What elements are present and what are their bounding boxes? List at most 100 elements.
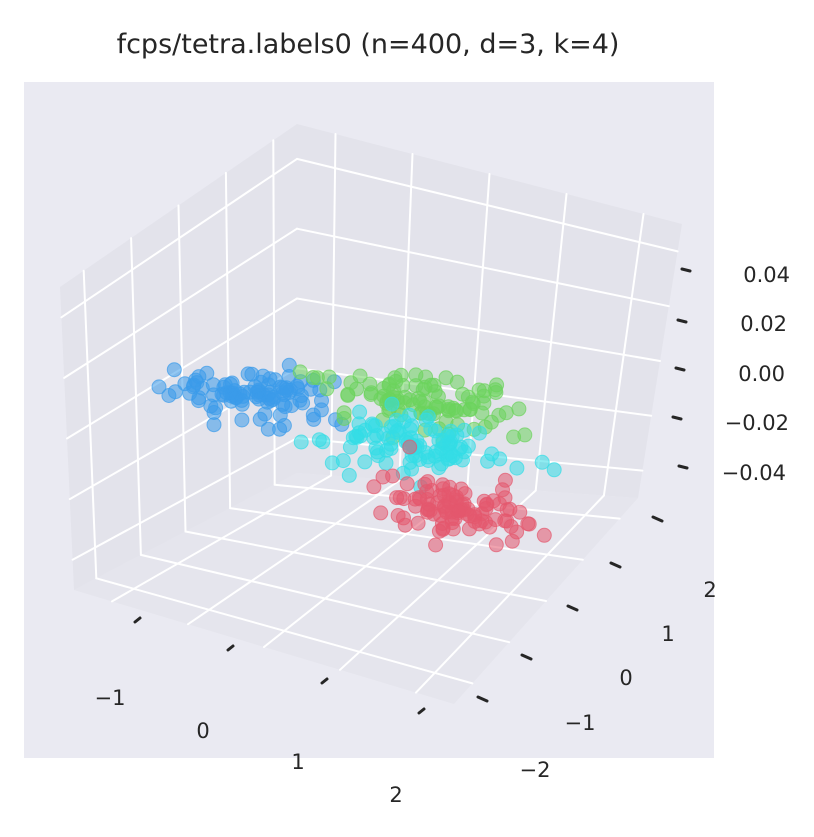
data-point [450,502,466,518]
data-point [536,527,552,543]
x-tick-mark [320,677,329,685]
data-point [420,409,436,425]
data-point [208,400,224,416]
data-point [472,425,487,441]
data-point [478,514,493,530]
data-point [352,404,368,420]
z-tick-mark [676,318,688,324]
data-point [534,454,550,470]
data-point [244,366,260,382]
data-point [293,434,309,450]
series-points [366,439,552,553]
data-point [182,385,198,401]
data-point [445,521,461,537]
data-point [476,383,492,399]
data-point [383,436,399,452]
y-tick-mark [566,604,579,612]
x-tick-label: 2 [389,783,402,807]
y-tick-label: 0 [619,666,632,690]
x-tick-label: 1 [291,750,304,774]
data-point [509,460,525,476]
data-point [404,461,419,477]
data-point [336,405,352,421]
x-tick-mark [417,707,426,715]
data-point [442,444,458,460]
data-point [449,427,465,443]
z-tick-label: −0.04 [722,461,786,485]
z-tick-label: −0.02 [725,411,789,435]
y-tick-mark [476,695,489,703]
data-point [392,490,408,505]
grid-line [229,507,584,561]
data-point [234,412,250,428]
chart-title: fcps/tetra.labels0 (n=400, d=3, k=4) [117,29,620,60]
z-tick-label: 0.04 [743,263,790,287]
data-point [335,453,351,469]
z-tick-label: 0.02 [740,312,787,336]
z-tick-mark [671,415,683,421]
data-point [214,386,230,402]
data-point [435,432,451,448]
data-point [436,499,452,515]
x-tick-mark [133,616,142,624]
data-point [365,418,381,433]
data-point [257,406,273,422]
data-point [428,537,444,553]
y-tick-mark [609,561,622,569]
floor-pane [74,473,638,704]
y-tick-mark [520,653,533,661]
data-point [311,432,327,448]
grid-line [296,227,670,308]
grid-line [296,297,661,362]
data-point [262,371,278,387]
data-point [279,382,295,398]
x-tick-label: −1 [95,686,126,710]
data-point [399,476,415,492]
grid-line [184,530,547,602]
data-point [357,454,373,470]
data-point [340,387,356,403]
data-point [373,505,389,521]
data-point [423,421,439,437]
data-point [387,370,403,386]
data-point [341,467,357,483]
data-point [431,460,447,476]
data-point [384,396,400,412]
data-point [511,401,527,417]
data-point [509,524,525,540]
y-tick-mark [651,515,664,523]
data-point [265,391,281,407]
data-point [151,379,167,395]
data-point [376,426,392,442]
grid-lines [60,133,679,694]
data-point [292,364,308,380]
data-point [480,453,496,469]
grid-line [60,157,298,319]
grid-line [95,577,474,685]
data-point [342,439,358,455]
z-tick-mark [677,464,689,470]
y-tick-label: −1 [565,711,596,735]
grid-line [71,437,298,561]
data-point [456,402,472,418]
grid-line [139,553,511,644]
data-point [368,440,384,456]
data-point [206,417,222,433]
data-point [410,515,426,531]
data-point [390,508,406,523]
data-point [234,392,250,408]
data-point [420,449,436,465]
grid-line [63,227,298,379]
data-point [272,407,288,423]
grid-line [296,157,679,253]
data-point [460,438,476,454]
data-points [151,357,562,553]
data-point [167,384,183,400]
data-point [402,439,418,455]
data-point [408,367,424,383]
data-point [363,387,379,402]
data-point [309,370,325,386]
data-point [375,469,391,485]
